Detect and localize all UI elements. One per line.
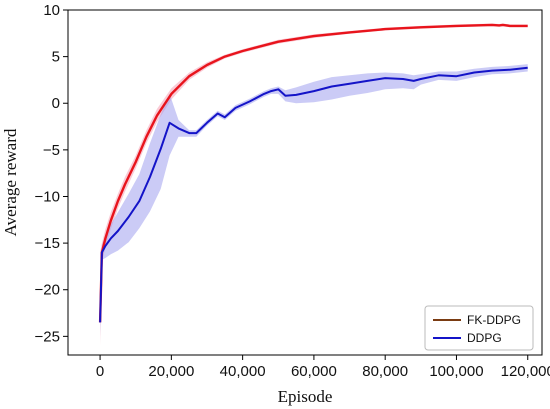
y-tick-label: 10 bbox=[43, 2, 60, 19]
y-axis: −25 −20 −15 −10 −5 0 5 10 bbox=[35, 2, 68, 345]
x-tick-label: 20,000 bbox=[148, 363, 194, 380]
y-axis-label: Average reward bbox=[1, 128, 20, 236]
series-line-fk-ddpg bbox=[98, 23, 528, 323]
y-tick-label: −15 bbox=[35, 235, 60, 252]
x-tick-label: 100,000 bbox=[429, 363, 483, 380]
legend-label-ddpg: DDPG bbox=[467, 331, 502, 345]
x-axis: 0 20,000 40,000 60,000 80,000 100,000 120,000 bbox=[96, 355, 550, 380]
y-tick-label: 0 bbox=[52, 95, 60, 112]
x-axis-label: Episode bbox=[278, 387, 333, 406]
y-tick-label: −20 bbox=[35, 282, 60, 299]
x-tick-label: 0 bbox=[96, 363, 104, 380]
plot-area-frame bbox=[67, 9, 543, 356]
legend: FK-DDPG DDPG bbox=[424, 305, 534, 351]
x-tick-label: 120,000 bbox=[501, 363, 550, 380]
x-tick-label: 80,000 bbox=[362, 363, 408, 380]
x-tick-label: 40,000 bbox=[220, 363, 266, 380]
series-line-ddpg bbox=[99, 66, 528, 323]
legend-label-fk-ddpg: FK-DDPG bbox=[467, 313, 521, 327]
series-lines bbox=[98, 23, 528, 323]
x-tick-label: 60,000 bbox=[291, 363, 337, 380]
y-tick-label: −5 bbox=[43, 142, 60, 159]
confidence-bands bbox=[100, 23, 528, 346]
y-tick-label: −10 bbox=[35, 188, 60, 205]
y-tick-label: 5 bbox=[52, 49, 60, 66]
y-tick-label: −25 bbox=[35, 328, 60, 345]
